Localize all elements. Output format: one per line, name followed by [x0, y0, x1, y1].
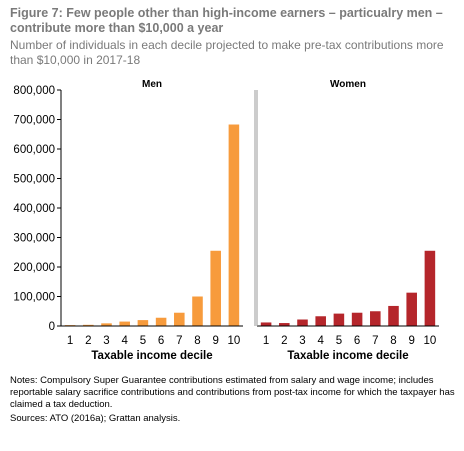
x-tick-label: 3: [103, 335, 109, 347]
women-panel: Women 1 2 3 4 5 6 7 8 9 10 Taxable income decile: [254, 79, 439, 362]
bar-decile-5: [333, 313, 345, 326]
y-tick-label: 700,000: [13, 115, 55, 127]
y-tick-label: 300,000: [13, 233, 55, 245]
x-axis-label: Taxable income decile: [91, 350, 212, 362]
bar-decile-2: [83, 324, 94, 326]
y-tick-label: 0: [49, 321, 55, 333]
y-tick-label: 200,000: [13, 262, 55, 274]
x-tick-label: 5: [336, 335, 342, 347]
y-tick-label: 800,000: [13, 85, 55, 97]
bar-decile-10: [228, 124, 240, 326]
bar-decile-5: [137, 320, 149, 326]
figure-sources: Sources: ATO (2016a); Grattan analysis.: [10, 413, 181, 424]
bar-decile-8: [192, 296, 203, 326]
x-tick-label: 6: [158, 335, 164, 347]
x-tick-label: 2: [281, 335, 287, 347]
figure-subtitle: Number of individuals in each decile pro…: [10, 38, 444, 67]
bar-decile-6: [155, 317, 167, 326]
y-tick-label: 100,000: [13, 292, 55, 304]
y-tick-label: 400,000: [13, 203, 55, 215]
bar-decile-9: [210, 250, 221, 326]
x-tick-label: 5: [140, 335, 146, 347]
x-tick-label: 8: [390, 335, 396, 347]
x-tick-label: 4: [317, 335, 324, 347]
x-tick-label: 1: [263, 335, 269, 347]
bar-decile-3: [101, 323, 112, 326]
x-tick-label: 2: [85, 335, 91, 347]
x-tick-label: 6: [354, 335, 360, 347]
x-tick-label: 1: [67, 335, 73, 347]
bar-decile-4: [119, 321, 130, 326]
bar-decile-2: [279, 323, 290, 326]
bar-decile-3: [297, 319, 308, 326]
x-tick-label: 8: [194, 335, 200, 347]
x-tick-label: 9: [212, 335, 218, 347]
y-axis: 0 100,000 200,000 300,000 400,000 500,000 600,…: [13, 85, 62, 333]
panel-title: Women: [330, 79, 366, 90]
bar-decile-4: [315, 316, 326, 326]
x-tick-label: 7: [176, 335, 182, 347]
charts-canvas: 0 100,000 200,000 300,000 400,000 500,000 600,…: [13, 79, 439, 362]
bar-decile-7: [174, 312, 185, 326]
figure-title: Figure 7: Few people other than high-inc…: [10, 6, 443, 35]
x-tick-label: 4: [121, 335, 128, 347]
x-axis-label: Taxable income decile: [287, 350, 408, 362]
bar-decile-6: [351, 312, 363, 326]
y-tick-label: 500,000: [13, 174, 55, 186]
x-tick-label: 10: [424, 335, 437, 347]
bar-decile-8: [388, 305, 399, 326]
bar-decile-10: [424, 250, 436, 326]
bar-decile-1: [260, 322, 272, 326]
figure-notes: Notes: Compulsory Super Guarantee contri…: [10, 375, 455, 410]
x-tick-label: 7: [372, 335, 378, 347]
x-tick-label: 3: [299, 335, 305, 347]
x-tick-label: 9: [408, 335, 414, 347]
bar-decile-9: [406, 292, 417, 326]
men-panel: Men 1 2 3 4 5 6 7 8 9 10 Taxable income decile: [61, 79, 243, 362]
y-tick-label: 600,000: [13, 144, 55, 156]
x-tick-label: 10: [228, 335, 241, 347]
bar-decile-7: [370, 311, 381, 326]
panel-title: Men: [142, 79, 162, 90]
